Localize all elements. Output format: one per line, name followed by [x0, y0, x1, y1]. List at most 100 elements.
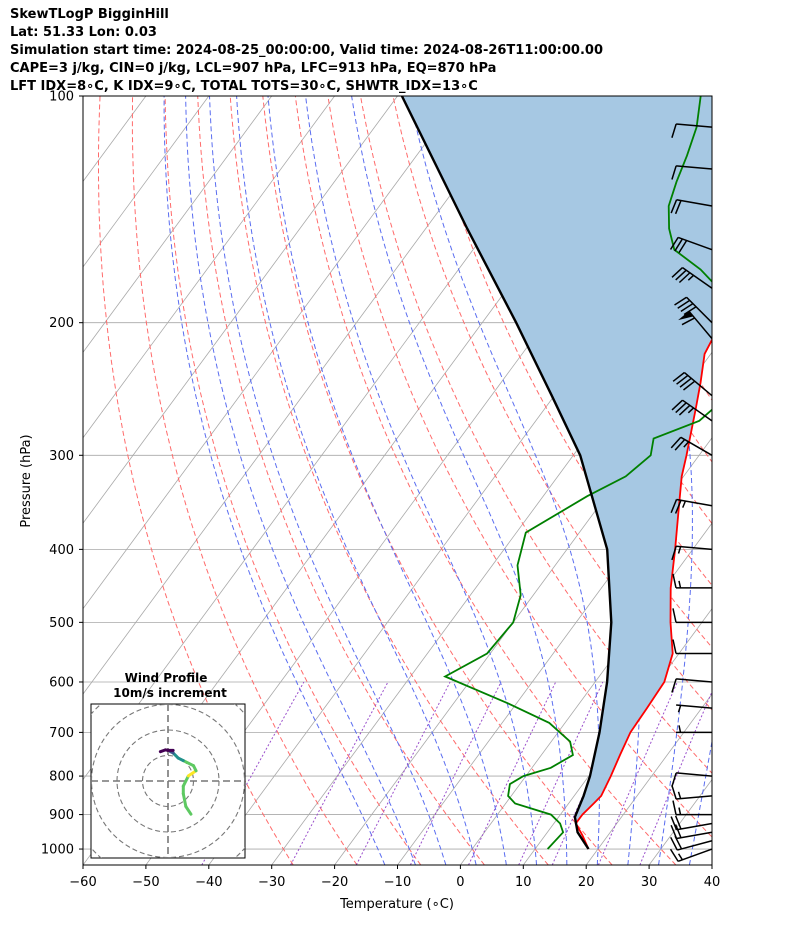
- barb-half: [678, 580, 682, 589]
- wind-barbs: [669, 123, 713, 863]
- barb-shaft: [676, 678, 713, 683]
- barb-pennant: [678, 311, 694, 321]
- dry-adiabat: [751, 96, 794, 865]
- dewpoint-line: [443, 96, 712, 850]
- isotherm: [83, 96, 335, 439]
- barb-shaft: [686, 296, 713, 324]
- x-tick-label: −10: [384, 875, 411, 890]
- y-tick-label: 600: [49, 675, 74, 690]
- barb-full: [681, 317, 695, 326]
- barb-full: [669, 237, 679, 250]
- hodograph-segment: [158, 748, 167, 754]
- wind-barb: [669, 236, 713, 254]
- hodograph-segment: [181, 792, 188, 808]
- y-tick-label: 500: [49, 616, 74, 631]
- barb-half: [682, 500, 687, 508]
- barb-half: [677, 705, 682, 713]
- x-tick-label: −50: [132, 875, 159, 890]
- barb-half: [677, 546, 682, 554]
- chart-title: SkewTLogP BigginHill: [10, 7, 169, 22]
- y-tick-label: 900: [49, 808, 74, 823]
- x-tick-label: −30: [258, 875, 285, 890]
- hodograph-title: Wind Profile: [125, 671, 208, 685]
- barb-full: [675, 269, 687, 281]
- dry-adiabat: [131, 96, 358, 865]
- hodograph-segment: [186, 769, 198, 778]
- barb-full: [679, 377, 692, 388]
- barb-shaft: [676, 545, 713, 551]
- barb-shaft: [682, 266, 713, 289]
- barb-shaft: [677, 236, 713, 251]
- barb-full: [678, 272, 691, 284]
- dry-adiabat: [360, 96, 712, 774]
- barb-shaft: [676, 831, 713, 840]
- barb-full: [674, 296, 687, 306]
- barb-full: [671, 123, 677, 138]
- cape-area: [401, 96, 712, 826]
- hodograph-ring: [91, 704, 245, 858]
- moist-adiabat: [209, 96, 447, 865]
- barb-full: [672, 573, 677, 589]
- barb-half: [687, 274, 695, 281]
- mixing-ratio-line: [597, 681, 678, 865]
- barb-full: [674, 200, 682, 215]
- moist-adiabat: [163, 96, 386, 865]
- moist-adiabat: [305, 96, 538, 865]
- hodograph-subtitle: 10m/s increment: [113, 686, 227, 700]
- barb-full: [670, 824, 678, 839]
- moist-adiabat: [185, 96, 416, 865]
- dry-adiabat: [262, 96, 613, 865]
- barb-full: [674, 824, 682, 839]
- wind-barb: [672, 639, 712, 655]
- y-tick-label: 800: [49, 770, 74, 785]
- cape-shading: [401, 96, 712, 826]
- barb-full: [678, 404, 691, 416]
- wind-barb: [671, 399, 713, 422]
- wind-barb: [672, 800, 712, 816]
- y-tick-label: 300: [49, 449, 74, 464]
- wind-barb: [676, 704, 713, 713]
- mixing-ratio-line: [409, 681, 502, 865]
- wind-barb: [676, 725, 712, 734]
- barb-full: [670, 816, 678, 831]
- barb-half: [683, 441, 690, 448]
- indices-line-2: LFT IDX=8∘C, K IDX=9∘C, TOTAL TOTS=30∘C,…: [10, 79, 478, 94]
- barb-full: [683, 380, 696, 391]
- x-tick-label: −40: [195, 875, 222, 890]
- isotherm: [83, 96, 273, 354]
- barb-full: [671, 267, 684, 278]
- barb-full: [672, 371, 685, 382]
- barb-full: [677, 299, 691, 309]
- barb-full: [670, 836, 678, 851]
- y-tick-label: 1000: [41, 843, 74, 858]
- x-tick-label: 20: [578, 875, 595, 890]
- x-tick-label: −60: [69, 875, 96, 890]
- barb-shaft: [676, 704, 713, 709]
- moist-adiabat: [267, 96, 507, 865]
- profiles: [400, 96, 712, 850]
- y-axis-label: Pressure (hPa): [19, 434, 34, 527]
- barb-shaft: [676, 498, 713, 507]
- wind-barb: [671, 165, 713, 180]
- dry-adiabat: [197, 96, 485, 865]
- wind-barb: [670, 436, 713, 456]
- isotherm: [585, 693, 712, 865]
- barb-full: [675, 402, 687, 414]
- wind-barb: [670, 824, 713, 840]
- barb-full: [683, 306, 697, 316]
- barb-full: [672, 639, 677, 654]
- isotherm: [83, 96, 461, 610]
- wind-barb: [672, 371, 713, 397]
- parcel-line: [400, 96, 613, 850]
- barb-shaft: [688, 310, 713, 340]
- barb-full: [674, 499, 682, 514]
- barb-shaft: [682, 399, 713, 422]
- mixing-ratio-line: [355, 681, 451, 865]
- x-axis-label: Temperature (∘C): [339, 897, 454, 912]
- barb-full: [678, 240, 688, 254]
- barb-shaft: [676, 123, 713, 128]
- wind-barb: [671, 678, 713, 693]
- wind-barb: [672, 608, 712, 624]
- wind-barb: [678, 310, 713, 340]
